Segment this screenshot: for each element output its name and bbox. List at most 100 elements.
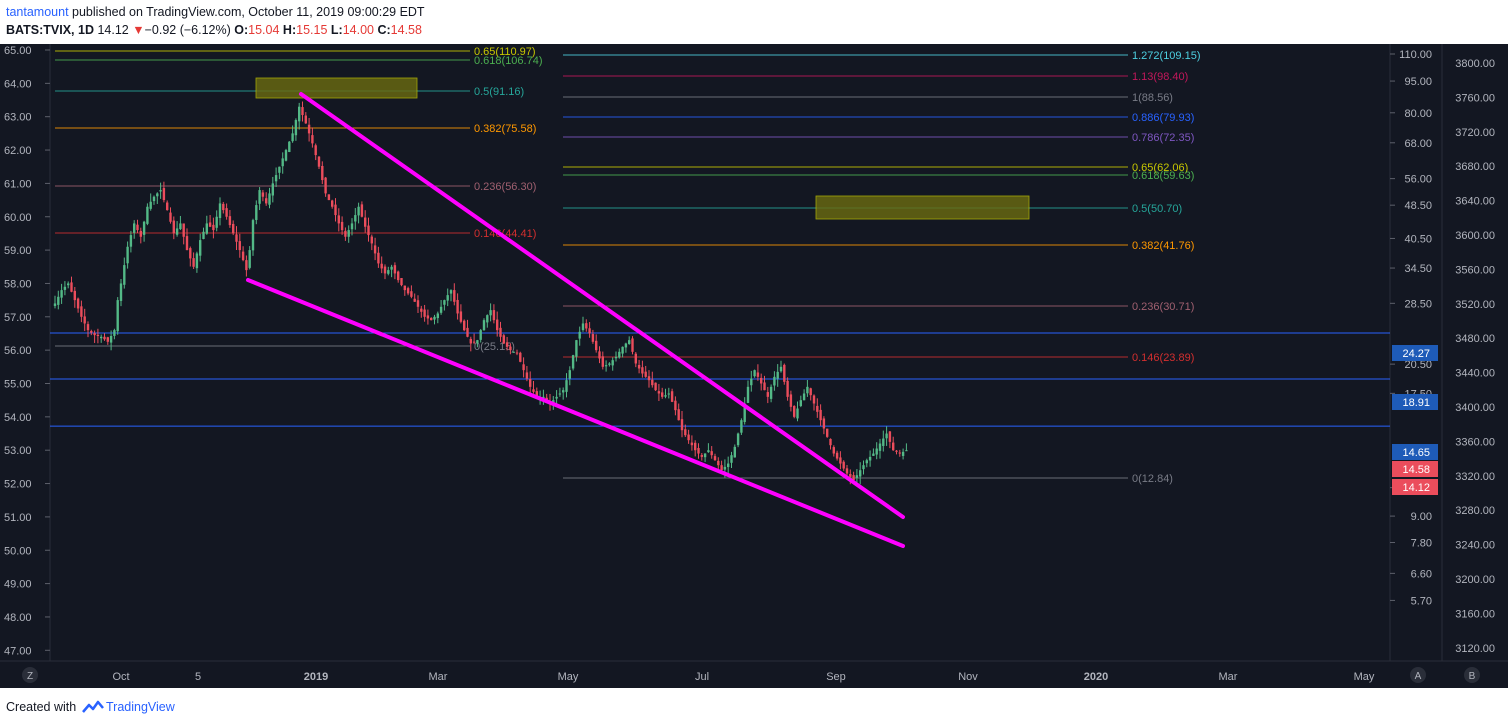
fib-left-label: 0.146(44.41) — [474, 228, 536, 240]
candle-body — [228, 216, 232, 226]
candle-body — [331, 200, 334, 207]
candle-body — [895, 450, 898, 452]
right-axis-tick: 7.80 — [1411, 538, 1432, 550]
candle-body — [357, 206, 360, 216]
tradingview-brand[interactable]: TradingView — [106, 700, 175, 714]
candle-body — [661, 392, 664, 397]
candle-body — [489, 310, 492, 316]
candle-body — [387, 270, 390, 274]
axis-button-bg[interactable] — [22, 667, 38, 683]
price-chart[interactable]: 65.0064.0063.0062.0061.0060.0059.0058.00… — [0, 44, 1508, 688]
candle-body — [377, 252, 380, 264]
candle-body — [350, 223, 354, 230]
candle-body — [67, 283, 70, 286]
right-axis-tick: 68.00 — [1404, 138, 1432, 150]
axis-button-a[interactable]: A — [1410, 667, 1426, 683]
candle-body — [720, 465, 723, 471]
right-axis-2-tick: 3600.00 — [1455, 230, 1495, 242]
candle-body — [552, 400, 555, 403]
time-axis-tick: Oct — [112, 671, 129, 683]
candle-body — [862, 465, 865, 470]
high-value: 15.15 — [296, 23, 328, 37]
candle-body — [806, 386, 809, 394]
candle-body — [717, 460, 720, 466]
axis-button-z[interactable]: Z — [22, 667, 38, 683]
candle-body — [532, 389, 535, 392]
left-axis-tick: 59.00 — [4, 245, 32, 257]
axis-button-label[interactable]: B — [1469, 671, 1476, 682]
down-arrow-icon: ▼ — [132, 23, 145, 37]
created-with-text: Created with — [6, 700, 77, 714]
chart-header: tantamount published on TradingView.com,… — [0, 0, 1508, 44]
axis-button-bg[interactable] — [1410, 667, 1426, 683]
candle-body — [248, 250, 251, 268]
right-axis-2-tick: 3240.00 — [1455, 540, 1495, 552]
candle-body — [585, 323, 588, 329]
candle-body — [459, 311, 463, 322]
candle-body — [139, 230, 142, 237]
candle-body — [746, 386, 750, 403]
candle-body — [304, 115, 307, 124]
candle-body — [175, 228, 179, 235]
candle-body — [397, 271, 400, 281]
candle-body — [885, 433, 888, 439]
candle-body — [595, 340, 598, 351]
candle-body — [809, 388, 812, 396]
left-axis-tick: 48.00 — [4, 612, 32, 624]
candle-body — [416, 300, 420, 307]
candle-body — [93, 332, 96, 336]
candle-body — [697, 448, 700, 454]
author-link[interactable]: tantamount — [6, 5, 69, 19]
candle-body — [469, 338, 472, 344]
candle-body — [621, 346, 624, 354]
axis-button-bg[interactable] — [1464, 667, 1480, 683]
candle-body — [179, 223, 182, 230]
candle-body — [512, 351, 515, 353]
candle-body — [760, 377, 763, 384]
time-axis-tick: Sep — [826, 671, 846, 683]
candle-body — [466, 327, 469, 337]
candle-body — [268, 193, 271, 205]
candle-body — [601, 356, 604, 367]
candle-body — [116, 300, 119, 332]
candle-body — [403, 285, 406, 291]
candle-body — [53, 303, 57, 306]
candle-body — [654, 382, 657, 391]
candle-body — [136, 224, 139, 231]
symbol-label: BATS:TVIX, 1D — [6, 23, 94, 37]
right-axis-2-tick: 3400.00 — [1455, 402, 1495, 414]
candle-body — [727, 463, 730, 468]
wedge-lower-line — [246, 278, 905, 548]
chart-area[interactable]: 65.00 64.00 63.00 62.00 61.00 60.00 59.00 58.00… — [0, 44, 1508, 688]
candle-body — [578, 331, 581, 339]
candle-body — [637, 364, 641, 369]
candle-body — [298, 106, 301, 122]
candle-body — [674, 400, 677, 411]
candle-body — [152, 196, 156, 202]
candle-body — [482, 320, 486, 331]
candle-body — [888, 431, 892, 442]
axis-button-b[interactable]: B — [1464, 667, 1480, 683]
candle-body — [618, 351, 621, 358]
candle-body — [166, 202, 169, 211]
candle-body — [182, 223, 185, 237]
candle-body — [430, 317, 433, 321]
candle-body — [736, 433, 740, 446]
axis-button-label[interactable]: Z — [27, 671, 33, 682]
time-axis-tick: 2020 — [1084, 671, 1108, 683]
candle-body — [750, 378, 753, 386]
candle-body — [393, 265, 397, 274]
candle-body — [146, 206, 149, 224]
axis-button-label[interactable]: A — [1415, 671, 1422, 682]
fib-right-label: 1.272(109.15) — [1132, 50, 1201, 62]
tradingview-logo-icon[interactable] — [82, 699, 104, 715]
candle-body — [225, 208, 228, 217]
ohlc-legend: BATS:TVIX, 1D 14.12 ▼−0.92 (−6.12%) O:15… — [6, 23, 422, 37]
candle-body — [327, 194, 331, 201]
left-axis-tick: 52.00 — [4, 479, 32, 491]
candle-body — [284, 150, 288, 161]
candle-body — [756, 372, 760, 377]
price-label-box — [1392, 479, 1438, 495]
fib-left-label: 0.382(75.58) — [474, 123, 536, 135]
candle-body — [212, 224, 215, 231]
